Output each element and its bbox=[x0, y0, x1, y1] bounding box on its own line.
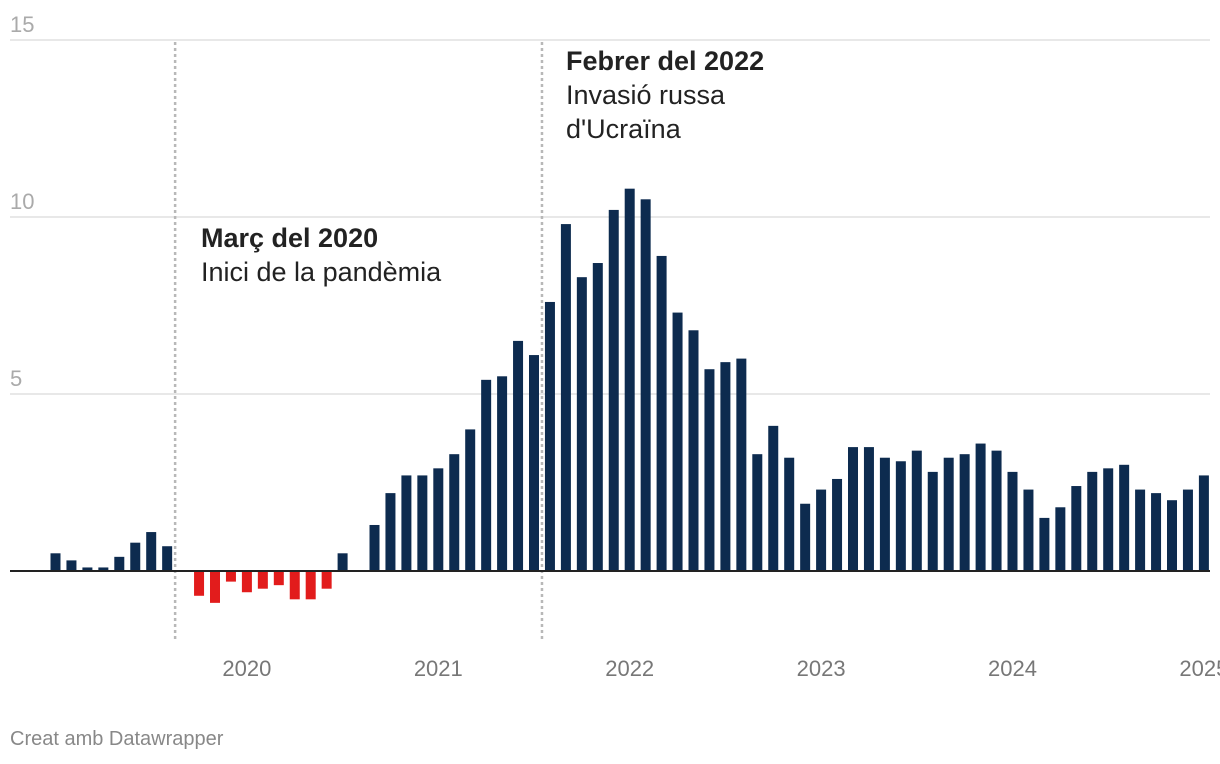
x-tick-label: 2023 bbox=[797, 656, 846, 681]
bar bbox=[369, 524, 380, 571]
bar bbox=[337, 553, 348, 571]
bar bbox=[1007, 471, 1018, 571]
y-tick-label: 10 bbox=[10, 189, 34, 214]
bar bbox=[225, 571, 236, 582]
bar bbox=[513, 340, 524, 571]
bar bbox=[1039, 517, 1050, 571]
bar bbox=[497, 376, 508, 571]
x-tick-label: 2020 bbox=[222, 656, 271, 681]
bar bbox=[1135, 489, 1146, 571]
x-tick-label: 2021 bbox=[414, 656, 463, 681]
bar bbox=[943, 457, 954, 571]
bar bbox=[1167, 500, 1177, 571]
bar bbox=[704, 369, 715, 571]
bar-chart: 15 10 5 2020 2021 2022 2023 2024 2025 Març del … bbox=[10, 12, 1220, 681]
bar bbox=[1103, 468, 1114, 571]
bar bbox=[66, 560, 77, 571]
bar bbox=[130, 542, 141, 571]
bar bbox=[529, 355, 539, 571]
bar bbox=[975, 443, 986, 571]
annotation-title: Febrer del 2022 bbox=[566, 46, 764, 76]
bar bbox=[991, 450, 1002, 571]
bar bbox=[433, 468, 444, 571]
annotation-text: d'Ucraïna bbox=[566, 114, 682, 144]
bar bbox=[752, 454, 763, 571]
y-tick-label: 5 bbox=[10, 366, 22, 391]
bar bbox=[576, 277, 587, 571]
bar bbox=[481, 379, 492, 571]
bars bbox=[50, 188, 1209, 603]
bar bbox=[879, 457, 890, 571]
bar bbox=[162, 546, 173, 571]
bar bbox=[608, 209, 619, 572]
bar bbox=[98, 567, 109, 571]
bar bbox=[656, 255, 667, 571]
bar bbox=[273, 571, 284, 586]
bar bbox=[465, 429, 476, 571]
bar bbox=[1182, 489, 1193, 571]
bar bbox=[1071, 486, 1082, 571]
bar bbox=[832, 478, 843, 571]
bar bbox=[848, 447, 858, 571]
annotation-text: Inici de la pandèmia bbox=[201, 257, 442, 287]
annotation-title: Març del 2020 bbox=[201, 223, 378, 253]
bar bbox=[401, 475, 412, 571]
bar bbox=[321, 571, 332, 589]
x-tick-label: 2024 bbox=[988, 656, 1037, 681]
bar bbox=[417, 475, 428, 571]
bar bbox=[544, 301, 555, 571]
x-tick-label: 2022 bbox=[605, 656, 654, 681]
bar bbox=[959, 454, 970, 571]
bar bbox=[800, 503, 811, 571]
bar bbox=[911, 450, 922, 571]
bar bbox=[1198, 475, 1209, 571]
credit-text: Creat amb Datawrapper bbox=[10, 728, 224, 750]
bar bbox=[289, 571, 300, 600]
bar bbox=[736, 358, 747, 571]
bar bbox=[592, 263, 603, 571]
bar bbox=[816, 489, 827, 571]
bar bbox=[1055, 507, 1066, 571]
bar bbox=[1151, 493, 1162, 571]
annotations: Març del 2020 Inici de la pandèmia Febrer … bbox=[201, 46, 764, 287]
x-axis: 2020 2021 2022 2023 2024 2025 bbox=[10, 570, 1220, 681]
bar bbox=[624, 188, 635, 571]
bar bbox=[1023, 489, 1034, 571]
bar bbox=[1087, 471, 1098, 571]
bar bbox=[449, 454, 460, 571]
bar bbox=[146, 532, 157, 571]
bar bbox=[194, 571, 205, 596]
bar bbox=[688, 330, 699, 571]
bar bbox=[672, 312, 683, 571]
bar bbox=[720, 362, 731, 571]
x-tick-label: 2025 bbox=[1179, 656, 1220, 681]
bar bbox=[784, 457, 795, 571]
bar bbox=[210, 571, 220, 603]
bar bbox=[768, 425, 779, 571]
annotation-guides bbox=[173, 42, 544, 642]
bar bbox=[305, 571, 316, 600]
bar bbox=[863, 447, 874, 571]
bar bbox=[257, 571, 268, 589]
annotation-text: Invasió russa bbox=[566, 80, 726, 110]
bar bbox=[82, 567, 93, 571]
bar bbox=[640, 199, 651, 572]
bar bbox=[1119, 464, 1130, 571]
y-tick-label: 15 bbox=[10, 12, 34, 37]
bar bbox=[50, 553, 61, 571]
bar bbox=[385, 493, 396, 571]
bar bbox=[927, 471, 938, 571]
bar bbox=[560, 224, 571, 571]
bar bbox=[241, 571, 252, 593]
bar bbox=[114, 556, 125, 571]
bar bbox=[895, 461, 906, 571]
